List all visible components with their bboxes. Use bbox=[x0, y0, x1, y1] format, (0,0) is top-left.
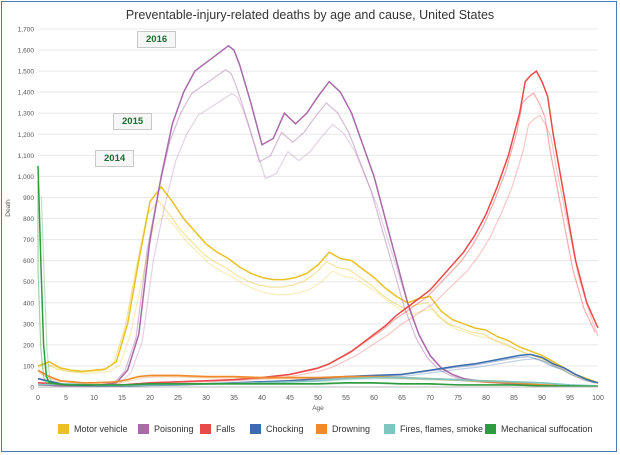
x-tick-label: 85 bbox=[510, 395, 518, 402]
y-tick-label: 1,100 bbox=[18, 153, 35, 160]
legend-swatch bbox=[200, 424, 211, 434]
series-line-falls-faint bbox=[41, 114, 599, 387]
legend-swatch bbox=[250, 424, 261, 434]
x-tick-label: 35 bbox=[230, 395, 238, 402]
series-line-falls bbox=[37, 69, 599, 387]
legend-item: Motor vehicle bbox=[58, 424, 128, 434]
x-tick-label: 75 bbox=[454, 395, 462, 402]
legend-label: Falls bbox=[216, 424, 236, 434]
legend-swatch bbox=[138, 424, 149, 434]
series-line-mechanical-suffocation-faint bbox=[37, 181, 596, 387]
legend-item: Fires, flames, smoke bbox=[384, 424, 483, 434]
y-tick-label: 500 bbox=[23, 279, 34, 286]
x-tick-label: 90 bbox=[538, 395, 546, 402]
x-tick-label: 95 bbox=[566, 395, 574, 402]
y-tick-label: 0 bbox=[30, 385, 34, 392]
legend-item: Mechanical suffocation bbox=[485, 424, 592, 434]
y-tick-label: 900 bbox=[23, 195, 34, 202]
x-tick-label: 55 bbox=[342, 395, 350, 402]
year-label-2016: 2016 bbox=[137, 31, 177, 48]
x-tick-label: 100 bbox=[592, 395, 604, 402]
year-label-2014: 2014 bbox=[95, 150, 135, 167]
legend-label: Motor vehicle bbox=[74, 424, 128, 434]
y-tick-label: 400 bbox=[23, 300, 34, 307]
series-line-drowning bbox=[37, 369, 599, 388]
y-tick-label: 1,400 bbox=[18, 90, 35, 97]
year-label-2015: 2015 bbox=[113, 113, 153, 130]
y-tick-label: 1,500 bbox=[18, 69, 35, 76]
x-tick-label: 25 bbox=[174, 395, 182, 402]
x-tick-label: 15 bbox=[118, 395, 126, 402]
legend-item: Poisoning bbox=[138, 424, 194, 434]
x-tick-label: 65 bbox=[398, 395, 406, 402]
series-line-motor-vehicle-faint bbox=[41, 213, 599, 384]
legend-swatch bbox=[485, 424, 496, 434]
series-line-poisoning bbox=[37, 44, 599, 388]
x-tick-label: 40 bbox=[258, 395, 266, 402]
series-line-motor-vehicle-faint bbox=[37, 199, 596, 384]
legend-label: Fires, flames, smoke bbox=[400, 424, 484, 434]
x-tick-label: 50 bbox=[314, 395, 322, 402]
legend-label: Mechanical suffocation bbox=[501, 424, 593, 434]
legend-swatch bbox=[316, 424, 327, 434]
series-line-mechanical-suffocation bbox=[37, 165, 599, 388]
y-tick-label: 600 bbox=[23, 258, 34, 265]
y-tick-label: 100 bbox=[23, 363, 34, 370]
y-tick-label: 1,600 bbox=[18, 48, 35, 55]
y-tick-label: 1,300 bbox=[18, 111, 35, 118]
legend-swatch bbox=[384, 424, 395, 434]
chart-legend: Motor vehicle Poisoning Falls Chocking Drown… bbox=[58, 424, 618, 440]
x-tick-label: 20 bbox=[146, 395, 154, 402]
y-axis-title: Death bbox=[5, 199, 12, 217]
x-axis-title: Age bbox=[312, 405, 324, 412]
legend-item: Falls bbox=[200, 424, 235, 434]
legend-label: Drowning bbox=[332, 424, 371, 434]
series-line-motor-vehicle bbox=[37, 185, 599, 384]
y-tick-label: 1,200 bbox=[18, 132, 35, 139]
y-tick-label: 700 bbox=[23, 237, 34, 244]
x-tick-label: 80 bbox=[482, 395, 490, 402]
y-tick-label: 300 bbox=[23, 321, 34, 328]
y-tick-label: 200 bbox=[23, 342, 34, 349]
legend-item: Chocking bbox=[250, 424, 304, 434]
legend-item: Drowning bbox=[316, 424, 370, 434]
chart-title: Preventable-injury-related deaths by age… bbox=[125, 8, 495, 22]
x-tick-label: 5 bbox=[64, 395, 68, 402]
x-tick-label: 70 bbox=[426, 395, 434, 402]
x-tick-label: 30 bbox=[202, 395, 210, 402]
x-tick-label: 45 bbox=[286, 395, 294, 402]
x-tick-label: 10 bbox=[90, 395, 98, 402]
legend-label: Poisoning bbox=[154, 424, 194, 434]
y-tick-label: 1,700 bbox=[18, 27, 35, 34]
y-tick-label: 1,000 bbox=[18, 174, 35, 181]
legend-label: Chocking bbox=[266, 424, 304, 434]
y-tick-label: 800 bbox=[23, 216, 34, 223]
x-tick-label: 60 bbox=[370, 395, 378, 402]
legend-swatch bbox=[58, 424, 69, 434]
x-tick-label: 0 bbox=[36, 395, 40, 402]
